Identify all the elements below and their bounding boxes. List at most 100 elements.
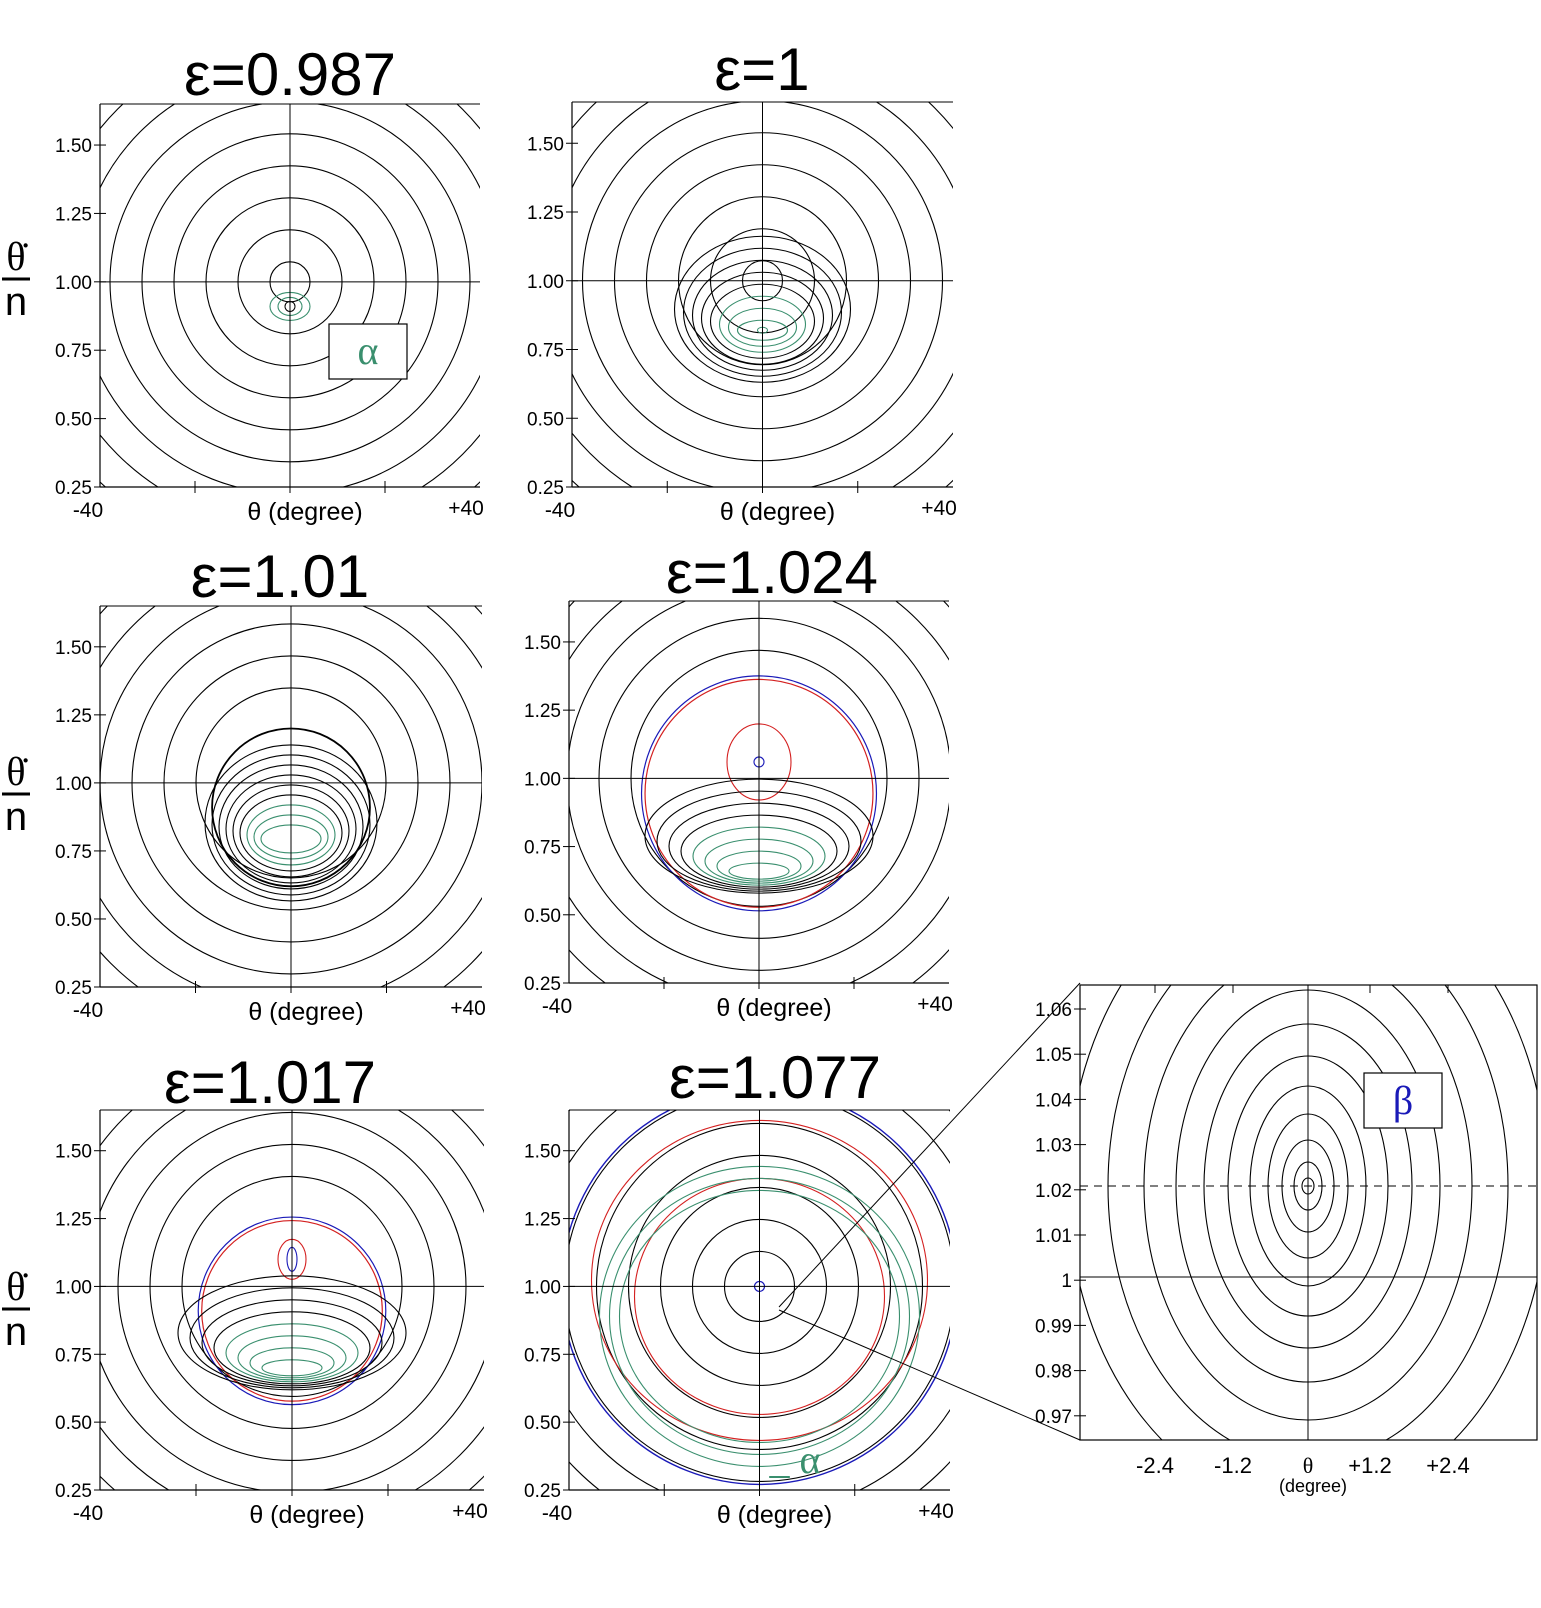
zoom-y-tick-label: 1.04 <box>1035 1090 1072 1111</box>
y-tick-label: 1.25 <box>55 706 92 727</box>
x-right-label: +40 <box>917 993 953 1016</box>
y-label-n: n <box>5 1310 27 1354</box>
y-tick-label: 1.00 <box>527 272 564 293</box>
panel-title: ε=0.987 <box>184 41 396 108</box>
alpha-label: _ α <box>769 1437 821 1482</box>
x-right-label: +40 <box>452 1500 488 1523</box>
y-axis-label-row-2: θ̇n <box>2 749 30 839</box>
y-tick-label: 1.25 <box>527 203 564 224</box>
y-tick-label: 0.75 <box>55 341 92 362</box>
y-tick-label: 1.50 <box>524 1142 561 1163</box>
y-tick-label: 0.25 <box>524 1481 561 1502</box>
zoom-panel: 1.06 1.05 1.04 1.03 1.02 1.01 1 0.99 0.98 0.97 -2.… <box>1035 984 1538 1496</box>
y-tick-label: 1.50 <box>55 1142 92 1163</box>
y-tick-label: 1.25 <box>55 1210 92 1231</box>
y-tick-label: 0.75 <box>527 341 564 362</box>
zoom-y-tick-label: 0.97 <box>1035 1407 1072 1428</box>
y-label-theta-dot: θ̇ <box>6 749 28 794</box>
panel-title: ε=1.077 <box>669 1044 881 1111</box>
zoom-y-tick-label: 0.98 <box>1035 1362 1072 1383</box>
y-tick-label: 0.50 <box>55 910 92 931</box>
zoom-leader-line-top <box>778 982 1081 1308</box>
y-tick-label: 0.50 <box>524 906 561 927</box>
zoom-y-tick-label: 1.03 <box>1035 1136 1072 1157</box>
y-tick-label: 0.50 <box>524 1413 561 1434</box>
phase-panel-4: 1.50 1.25 1.00 0.75 0.50 0.25-40 +40 θ (degree)… <box>524 539 953 1022</box>
y-tick-label: 0.75 <box>55 842 92 863</box>
x-right-label: +40 <box>448 497 484 520</box>
y-tick-label: 0.50 <box>55 1413 92 1434</box>
phase-panel-3: 1.50 1.25 1.00 0.75 0.50 0.25-40 +40 θ (degree)… <box>55 543 486 1026</box>
x-axis-label: θ (degree) <box>716 994 831 1022</box>
zoom-x-tick-label: -2.4 <box>1136 1453 1174 1478</box>
x-left-label: -40 <box>542 995 572 1018</box>
y-label-n: n <box>5 795 27 839</box>
y-tick-label: 1.25 <box>524 701 561 722</box>
x-left-label: -40 <box>545 499 575 522</box>
zoom-x-tick-label: +2.4 <box>1426 1453 1469 1478</box>
phase-panel-2: 1.50 1.25 1.00 0.75 0.50 0.25-40 +40 θ (degree)… <box>527 36 957 526</box>
y-tick-label: 1.00 <box>524 1277 561 1298</box>
y-tick-label: 1.00 <box>55 774 92 795</box>
y-tick-label: 0.50 <box>55 410 92 431</box>
y-tick-label: 1.50 <box>55 638 92 659</box>
panel-title: ε=1.024 <box>666 539 878 606</box>
panel-title: ε=1.01 <box>191 543 370 610</box>
x-left-label: -40 <box>542 1502 572 1525</box>
x-right-label: +40 <box>450 997 486 1020</box>
y-axis-label-row-1: θ̇n <box>2 234 30 324</box>
zoom-leader-line-bottom <box>778 1309 1081 1441</box>
panel-title: ε=1 <box>714 36 809 103</box>
beta-label-box <box>1363 1072 1443 1129</box>
y-tick-label: 0.75 <box>524 1345 561 1366</box>
y-tick-label: 0.25 <box>55 978 92 999</box>
x-axis-label: θ (degree) <box>717 1501 832 1529</box>
zoom-y-tick-label: 1.06 <box>1035 1000 1072 1021</box>
x-axis-label: θ (degree) <box>720 498 835 526</box>
x-right-label: +40 <box>921 497 957 520</box>
zoom-y-tick-label: 1 <box>1061 1271 1072 1292</box>
y-tick-label: 0.25 <box>527 478 564 499</box>
phase-panel-1: 1.50 1.25 1.00 0.75 0.50 0.25-40 +40 θ (degree)… <box>55 41 484 526</box>
zoom-x-tick-label: +1.2 <box>1348 1453 1391 1478</box>
y-tick-label: 0.25 <box>55 1481 92 1502</box>
x-axis-label: θ (degree) <box>248 998 363 1026</box>
zoom-y-tick-label: 1.05 <box>1035 1045 1072 1066</box>
zoom-x-unit: (degree) <box>1279 1476 1347 1496</box>
x-right-label: +40 <box>918 1500 954 1523</box>
zoom-y-tick-label: 1.01 <box>1035 1226 1072 1247</box>
y-tick-label: 1.00 <box>55 1277 92 1298</box>
panel-title: ε=1.017 <box>164 1049 376 1116</box>
y-tick-label: 1.50 <box>527 134 564 155</box>
y-tick-label: 0.75 <box>55 1345 92 1366</box>
zoom-y-tick-label: 0.99 <box>1035 1316 1072 1337</box>
y-tick-label: 0.25 <box>524 974 561 995</box>
zoom-x-tick-label: -1.2 <box>1214 1453 1252 1478</box>
y-tick-label: 1.00 <box>524 769 561 790</box>
y-tick-label: 1.50 <box>55 136 92 157</box>
y-tick-label: 1.25 <box>55 204 92 225</box>
zoom-x-tick-label: θ <box>1303 1453 1314 1478</box>
beta-label: β <box>1393 1078 1413 1123</box>
y-tick-label: 0.25 <box>55 478 92 499</box>
alpha-label-box <box>328 323 408 380</box>
alpha-label: α <box>358 328 379 373</box>
x-axis-label: θ (degree) <box>247 498 362 526</box>
y-tick-label: 1.00 <box>55 273 92 294</box>
y-label-theta-dot: θ̇ <box>6 1264 28 1309</box>
y-tick-label: 0.50 <box>527 409 564 430</box>
y-axis-label-row-3: θ̇n <box>2 1264 30 1354</box>
x-left-label: -40 <box>73 499 103 522</box>
y-label-n: n <box>5 280 27 324</box>
x-left-label: -40 <box>73 1502 103 1525</box>
phase-panel-6: 1.50 1.25 1.00 0.75 0.50 0.25-40 +40 θ (degree)… <box>524 1044 954 1529</box>
y-tick-label: 1.50 <box>524 633 561 654</box>
x-axis-label: θ (degree) <box>249 1501 364 1529</box>
phase-panel-5: 1.50 1.25 1.00 0.75 0.50 0.25-40 +40 θ (degree)… <box>55 1049 488 1529</box>
y-tick-label: 0.75 <box>524 838 561 859</box>
y-label-theta-dot: θ̇ <box>6 234 28 279</box>
zoom-y-tick-label: 1.02 <box>1035 1181 1072 1202</box>
x-left-label: -40 <box>73 999 103 1022</box>
y-tick-label: 1.25 <box>524 1210 561 1231</box>
